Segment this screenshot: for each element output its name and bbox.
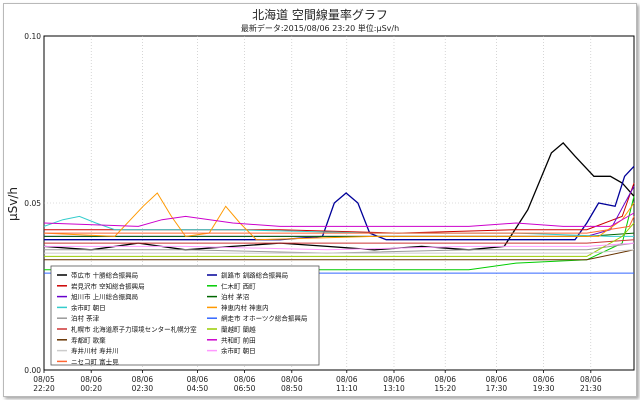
- x-tick-label-time: 17:30: [486, 384, 508, 393]
- x-tick-label-date: 08/06: [234, 375, 256, 384]
- x-tick-label-date: 08/06: [281, 375, 303, 384]
- chart-subtitle: 最新データ:2015/08/06 23:20 単位:μSv/h: [241, 23, 399, 33]
- series-line-14: [44, 249, 635, 254]
- radiation-line-chart: 北海道 空間線量率グラフ 最新データ:2015/08/06 23:20 単位:μ…: [6, 7, 635, 393]
- legend-label-5: 泊村 茅沼: [221, 292, 249, 301]
- series-line-10: [44, 239, 635, 244]
- legend-label-12: 寿都町 歌棄: [71, 335, 106, 344]
- x-tick-label-time: 15:20: [434, 384, 456, 393]
- legend-label-14: 寿井川村 寿井川: [71, 346, 119, 355]
- x-tick-label-time: 04:50: [187, 384, 209, 393]
- x-tick-label-date: 08/06: [533, 375, 555, 384]
- legend-label-0: 帯広市 十勝総合振興局: [71, 271, 138, 280]
- x-tick-label-date: 08/06: [486, 375, 508, 384]
- legend-label-16: ニセコ町 富士見: [71, 357, 119, 366]
- x-tick-label-date: 08/06: [336, 375, 358, 384]
- x-tick-label-time: 06:50: [234, 384, 256, 393]
- x-tick-label-date: 08/06: [187, 375, 209, 384]
- legend-label-9: 網走市 オホーツク総合振興局: [221, 314, 307, 323]
- x-tick-label-date: 08/05: [33, 375, 55, 384]
- legend-box: [50, 265, 320, 366]
- legend-label-11: 蘭越町 蘭越: [221, 325, 256, 334]
- y-axis-label: μSv/h: [6, 187, 20, 221]
- x-tick-label-time: 19:30: [533, 384, 555, 393]
- x-tick-label-date: 08/06: [580, 375, 602, 384]
- x-tick-label-time: 02:30: [132, 384, 154, 393]
- series-line-13: [43, 212, 635, 227]
- legend-label-8: 泊村 茶津: [71, 314, 100, 323]
- chart-title: 北海道 空間線量率グラフ: [252, 7, 388, 22]
- legend-label-3: 仁木町 西町: [221, 281, 256, 290]
- plot-area: 08/0522:2008/0600:2008/0602:3008/0604:50…: [24, 32, 635, 393]
- series-line-16: [44, 216, 635, 234]
- legend-label-4: 旭川市 上川総合振興局: [71, 292, 138, 301]
- y-tick-label: 0.00: [24, 366, 41, 375]
- y-tick-label: 0.10: [24, 32, 41, 41]
- legend-label-1: 釧路市 釧路総合振興局: [221, 271, 288, 280]
- x-tick-label-time: 22:20: [33, 384, 55, 393]
- x-tick-label-date: 08/06: [383, 375, 405, 384]
- x-tick-label-time: 21:30: [580, 384, 602, 393]
- x-tick-label-date: 08/06: [132, 375, 154, 384]
- legend-label-2: 岩見沢市 空知総合振興局: [71, 281, 145, 290]
- series-line-7: [43, 192, 635, 241]
- x-tick-label-time: 08:50: [281, 384, 303, 393]
- x-tick-label-date: 08/06: [80, 375, 102, 384]
- series-line-6: [43, 215, 634, 237]
- legend-label-13: 共和町 前田: [221, 335, 256, 344]
- legend-label-7: 神恵内村 神恵内: [221, 303, 269, 312]
- x-tick-label-date: 08/06: [434, 375, 456, 384]
- y-tick-label: 0.05: [24, 199, 41, 208]
- series-line-15: [44, 242, 635, 251]
- series-line-12: [44, 249, 635, 261]
- legend-label-15: 余市町 朝日: [221, 346, 256, 355]
- x-tick-label-time: 11:10: [336, 384, 358, 393]
- series-line-11: [44, 222, 635, 257]
- series-line-8: [44, 242, 635, 254]
- legend-label-10: 札幌市 北海道原子力環境センター札幌分室: [71, 325, 197, 334]
- chart-frame: 北海道 空間線量率グラフ 最新データ:2015/08/06 23:20 単位:μ…: [3, 3, 637, 397]
- x-tick-label-time: 00:20: [80, 384, 102, 393]
- legend-label-6: 余市町 朝日: [71, 303, 106, 312]
- x-tick-label-time: 13:10: [383, 384, 405, 393]
